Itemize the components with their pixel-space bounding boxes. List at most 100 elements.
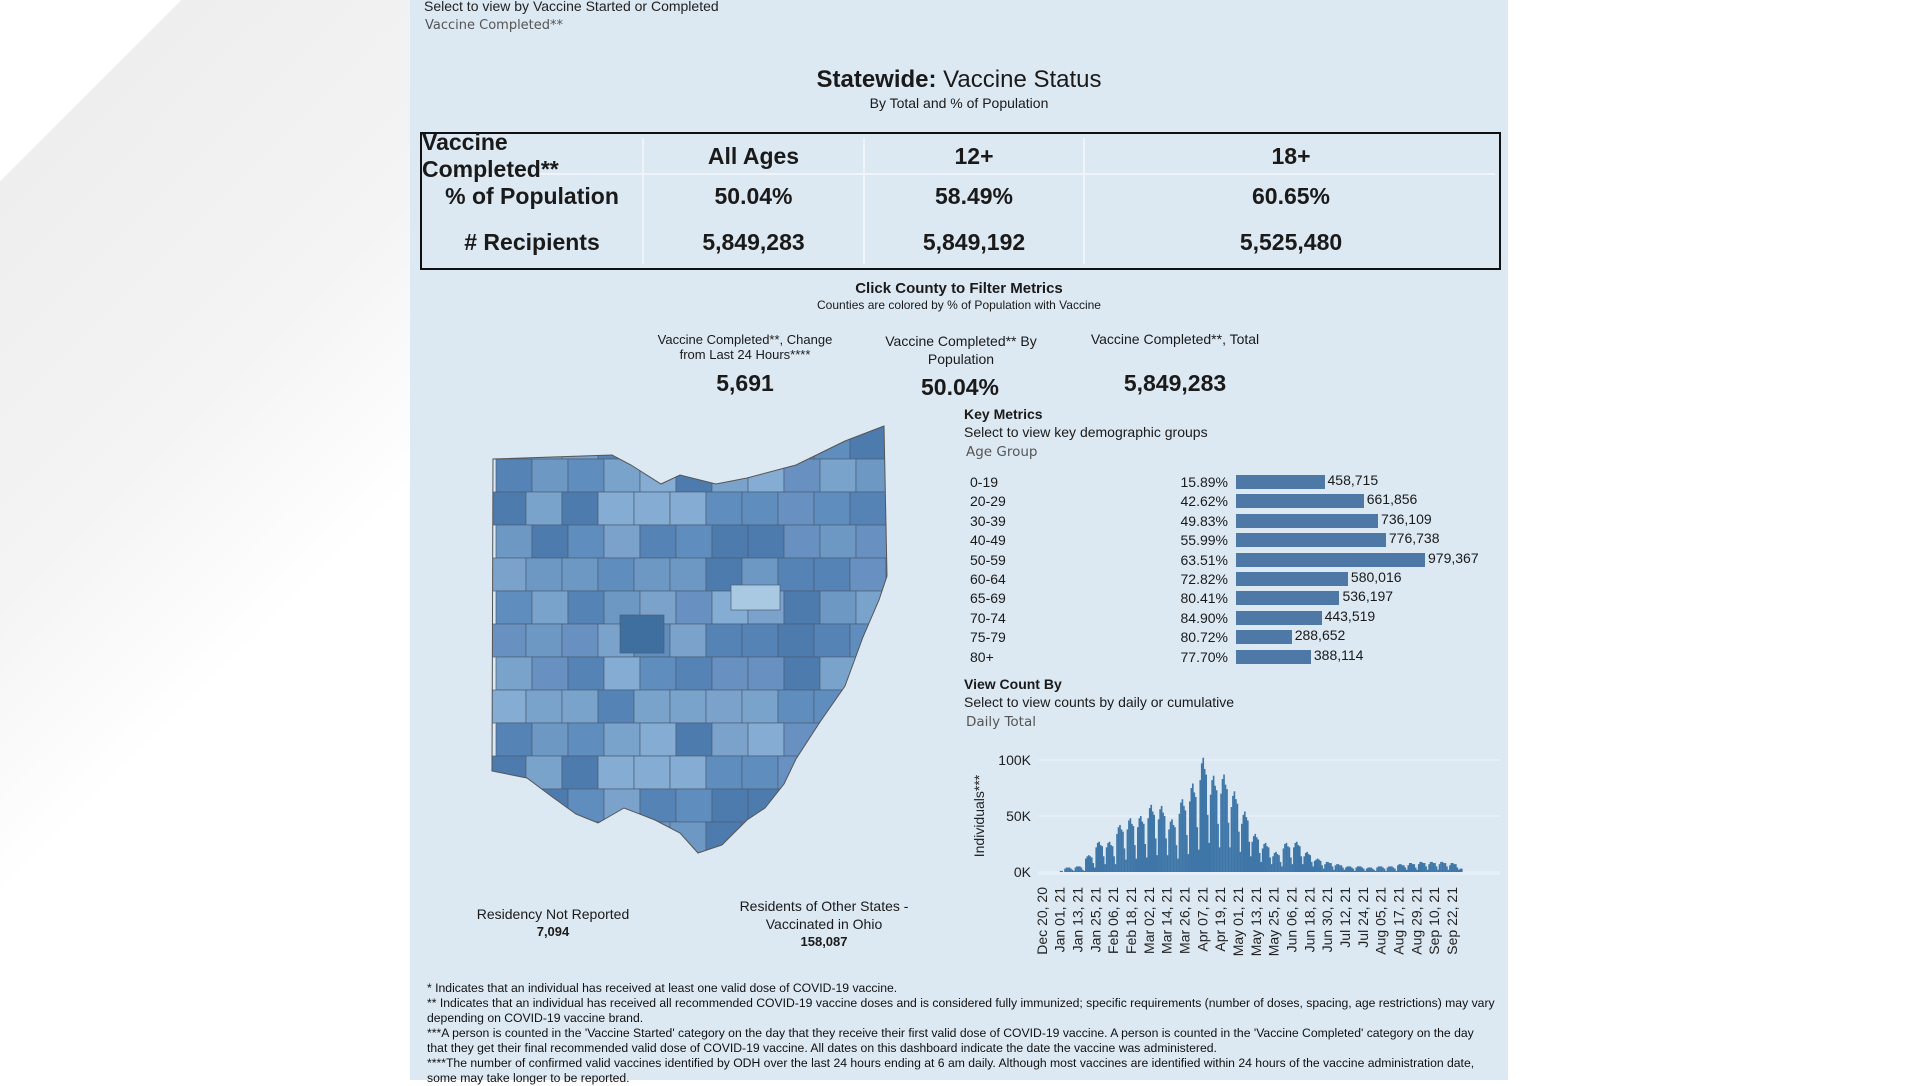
county[interactable] — [855, 524, 892, 559]
county[interactable] — [669, 755, 707, 790]
county[interactable] — [531, 722, 569, 757]
county[interactable] — [532, 855, 568, 888]
county[interactable] — [741, 491, 779, 526]
county[interactable] — [597, 426, 635, 460]
county[interactable] — [819, 788, 857, 823]
county[interactable] — [855, 788, 892, 823]
county[interactable] — [639, 656, 677, 691]
age-bar[interactable] — [1236, 591, 1340, 606]
age-bar[interactable] — [1236, 475, 1325, 489]
county[interactable] — [525, 689, 563, 724]
county[interactable] — [849, 623, 887, 658]
county[interactable] — [561, 821, 599, 855]
county[interactable] — [495, 458, 533, 493]
county[interactable] — [747, 788, 785, 823]
county[interactable] — [675, 524, 713, 559]
county[interactable] — [490, 491, 527, 526]
county[interactable] — [525, 755, 563, 790]
county[interactable] — [490, 755, 527, 790]
county[interactable] — [639, 788, 677, 823]
county[interactable] — [711, 458, 749, 493]
key-metrics-dropdown[interactable]: Age Group — [966, 444, 1038, 460]
county[interactable] — [561, 755, 599, 790]
county[interactable] — [813, 755, 851, 790]
county[interactable] — [567, 722, 605, 757]
county[interactable] — [705, 821, 743, 855]
county[interactable] — [892, 789, 928, 822]
county[interactable] — [561, 689, 599, 724]
county[interactable] — [855, 656, 892, 691]
county[interactable] — [777, 821, 815, 855]
county[interactable] — [705, 755, 743, 790]
county[interactable] — [813, 623, 851, 658]
county[interactable] — [741, 689, 779, 724]
county[interactable] — [783, 524, 821, 559]
county[interactable] — [747, 524, 785, 559]
county[interactable] — [747, 656, 785, 691]
county[interactable] — [705, 689, 743, 724]
county[interactable] — [885, 557, 922, 592]
county[interactable] — [777, 623, 815, 658]
county[interactable] — [495, 524, 533, 559]
county[interactable] — [567, 656, 605, 691]
county[interactable] — [783, 722, 821, 757]
age-bar[interactable] — [1236, 494, 1364, 509]
county[interactable] — [561, 623, 599, 658]
county[interactable] — [892, 591, 928, 624]
age-bar[interactable] — [1236, 533, 1386, 548]
age-bar[interactable] — [1236, 649, 1311, 664]
county[interactable] — [777, 557, 815, 592]
county[interactable] — [639, 458, 677, 493]
county[interactable] — [777, 491, 815, 526]
county[interactable] — [885, 755, 922, 790]
county[interactable] — [675, 788, 713, 823]
county[interactable] — [705, 623, 743, 658]
county[interactable] — [711, 656, 749, 691]
county[interactable] — [531, 458, 569, 493]
age-group-row[interactable]: 75-79 80.72% 288,652 — [970, 627, 1490, 647]
county[interactable] — [561, 557, 599, 592]
age-bar[interactable] — [1236, 552, 1425, 567]
county[interactable] — [495, 656, 533, 691]
county[interactable] — [783, 656, 821, 691]
county[interactable] — [531, 788, 569, 823]
county[interactable] — [856, 855, 892, 888]
county[interactable] — [741, 755, 779, 790]
age-group-row[interactable]: 30-39 49.83% 736,109 — [970, 511, 1490, 531]
county[interactable] — [855, 722, 892, 757]
county[interactable] — [531, 524, 569, 559]
county[interactable] — [849, 426, 887, 460]
county[interactable] — [603, 656, 641, 691]
county[interactable] — [525, 557, 563, 592]
county[interactable] — [783, 458, 821, 493]
county[interactable] — [597, 689, 635, 724]
age-bar[interactable] — [1236, 513, 1379, 528]
county[interactable] — [525, 821, 563, 855]
county[interactable] — [819, 524, 857, 559]
county[interactable] — [604, 855, 640, 888]
county[interactable] — [531, 656, 569, 691]
county[interactable] — [892, 723, 928, 756]
county[interactable] — [885, 491, 922, 526]
county[interactable] — [597, 755, 635, 790]
county[interactable] — [531, 590, 569, 625]
county[interactable] — [490, 623, 527, 658]
county[interactable] — [633, 426, 671, 460]
county[interactable] — [567, 458, 605, 493]
county[interactable] — [747, 458, 785, 493]
county[interactable] — [633, 821, 671, 855]
county[interactable] — [495, 722, 533, 757]
county[interactable] — [849, 689, 887, 724]
county[interactable] — [892, 855, 928, 888]
county[interactable] — [892, 525, 928, 558]
county[interactable] — [892, 657, 928, 690]
county[interactable] — [813, 689, 851, 724]
county[interactable] — [747, 722, 785, 757]
county[interactable] — [711, 788, 749, 823]
age-group-row[interactable]: 65-69 80.41% 536,197 — [970, 588, 1490, 608]
county[interactable] — [561, 491, 599, 526]
county[interactable] — [603, 458, 641, 493]
county[interactable] — [819, 590, 857, 625]
county[interactable] — [711, 722, 749, 757]
